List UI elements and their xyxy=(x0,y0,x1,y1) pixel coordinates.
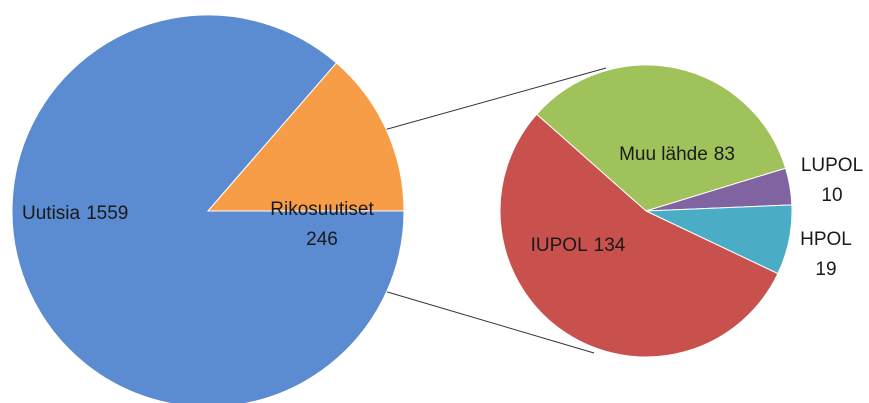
pie-slice xyxy=(206,62,405,212)
connector-line xyxy=(383,290,595,354)
connector-line xyxy=(383,67,607,131)
data-label: HPOL 19 xyxy=(800,229,852,280)
pie-slice xyxy=(535,64,787,212)
label-part: 10 xyxy=(821,185,842,206)
slices xyxy=(11,14,793,403)
label-part: 19 xyxy=(815,259,836,280)
data-label: Muu lähde 83 xyxy=(619,144,735,165)
label-part: HPOL xyxy=(800,229,852,250)
label-part: 1559 xyxy=(86,203,128,224)
label-part: Rikosuutiset xyxy=(270,199,374,220)
data-label: Uutisia 1559 xyxy=(22,203,128,224)
data-label: Rikosuutiset 246 xyxy=(270,199,374,250)
label-part: 83 xyxy=(714,144,735,165)
label-part: Uutisia xyxy=(22,203,81,224)
label-part: 246 xyxy=(306,229,338,250)
label-part: IUPOL xyxy=(531,235,588,256)
labels: Uutisia 1559 Rikosuutiset 246 Muu lähde 83 LUP… xyxy=(22,144,863,280)
label-part: LUPOL xyxy=(801,155,863,176)
data-label: IUPOL 134 xyxy=(531,235,626,256)
label-part: 134 xyxy=(594,235,626,256)
data-label: LUPOL 10 xyxy=(801,155,863,206)
label-part: Muu lähde xyxy=(619,144,708,165)
pie-slice xyxy=(11,14,405,403)
pie-slice xyxy=(499,113,779,358)
